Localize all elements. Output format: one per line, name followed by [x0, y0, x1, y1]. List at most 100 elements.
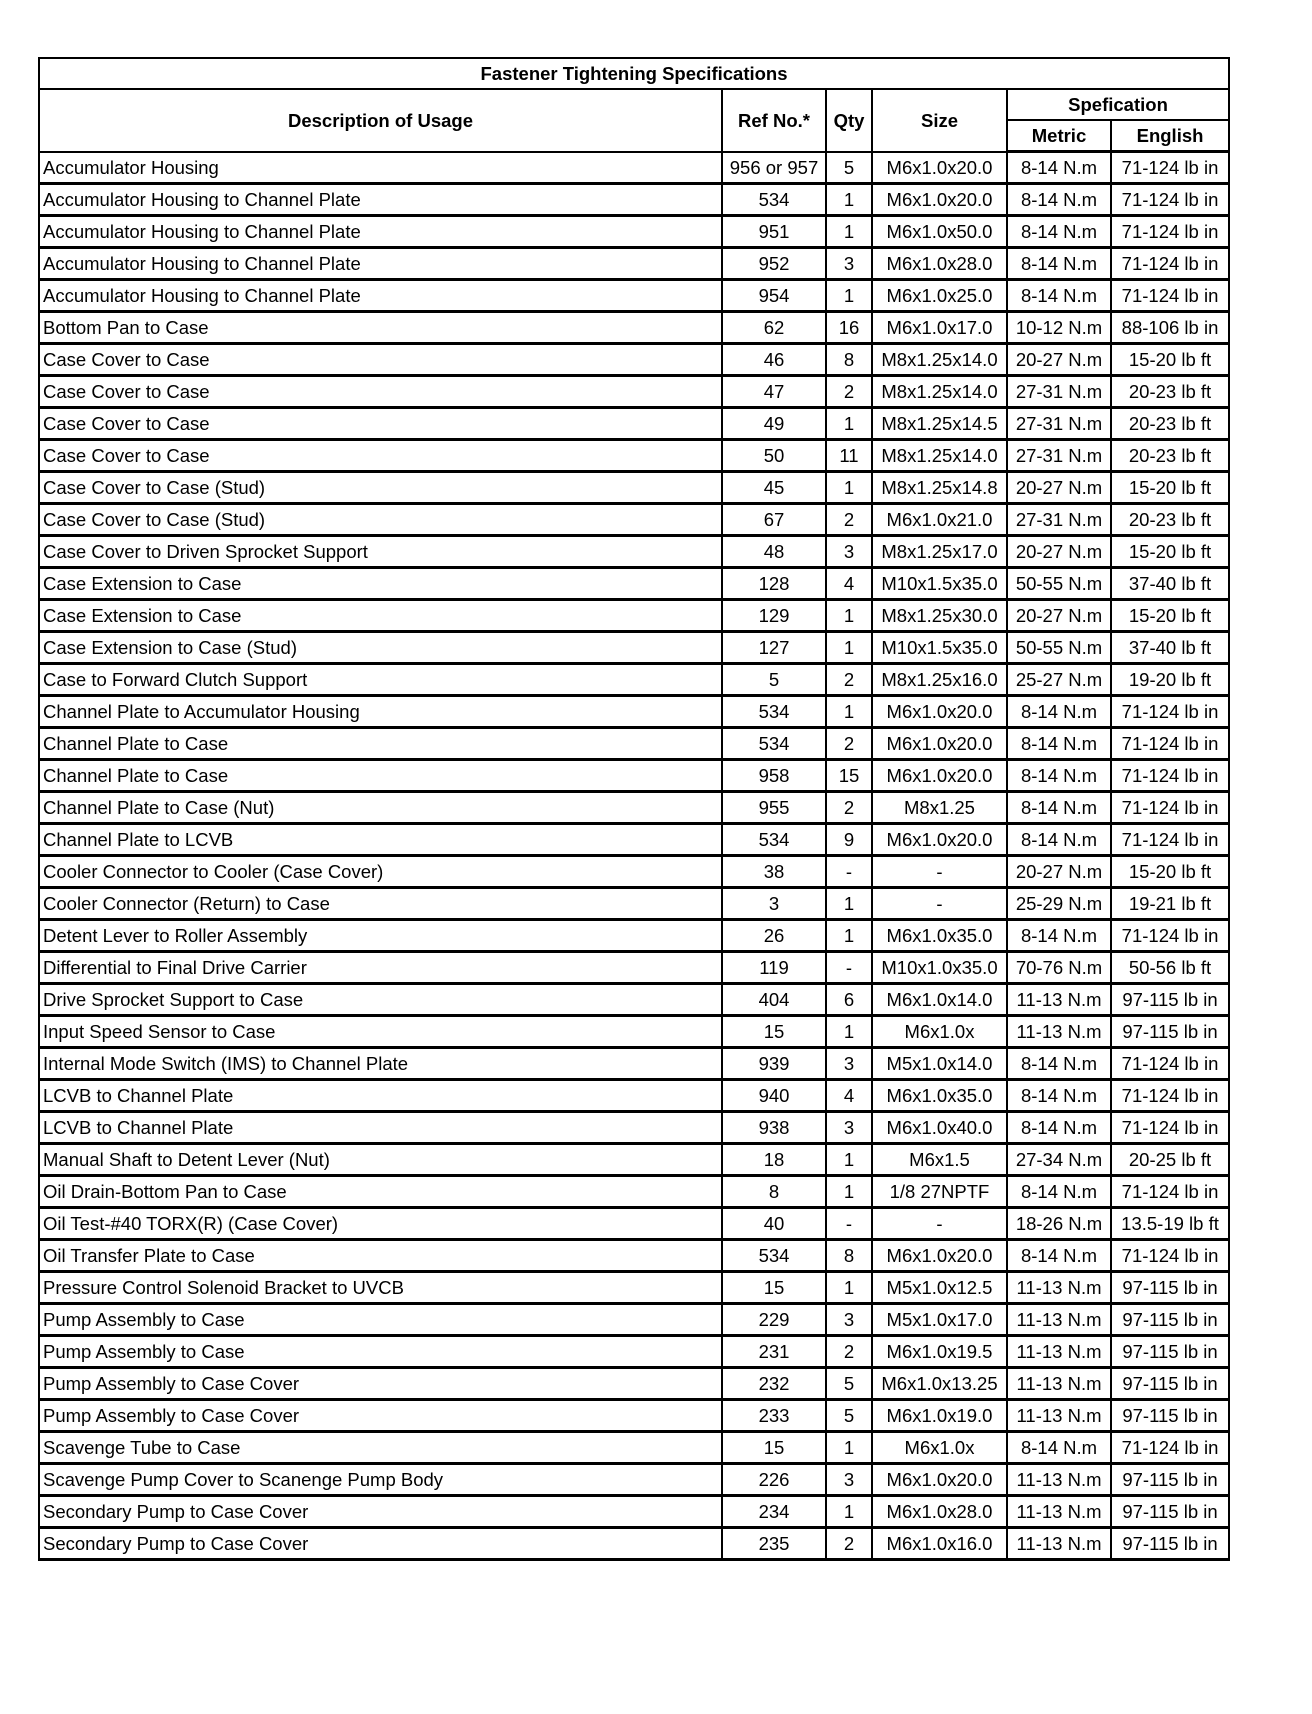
metric-cell: 25-27 N.m: [1006, 662, 1112, 697]
ref-cell: 956 or 957: [721, 150, 827, 185]
metric-cell: 8-14 N.m: [1006, 1110, 1112, 1145]
description-cell: LCVB to Channel Plate: [38, 1078, 723, 1113]
english-cell: 71-124 lb in: [1109, 1078, 1231, 1113]
description-cell: Channel Plate to Case: [38, 758, 723, 793]
description-cell: Scavenge Pump Cover to Scanenge Pump Bod…: [38, 1462, 723, 1497]
description-cell: Case Extension to Case: [38, 598, 723, 633]
qty-cell: 2: [825, 502, 873, 537]
metric-cell: 70-76 N.m: [1006, 950, 1112, 985]
english-cell: 37-40 lb ft: [1109, 630, 1231, 665]
description-cell: Accumulator Housing to Channel Plate: [38, 214, 723, 249]
ref-cell: 8: [721, 1174, 827, 1209]
ref-cell: 18: [721, 1142, 827, 1177]
description-cell: Input Speed Sensor to Case: [38, 1014, 723, 1049]
ref-cell: 534: [721, 694, 827, 729]
description-cell: Case Cover to Case (Stud): [38, 502, 723, 537]
metric-cell: 50-55 N.m: [1006, 630, 1112, 665]
table-row: Case Cover to Case 50 11 M8x1.25x14.0 27-31 …: [38, 438, 1231, 473]
table-row: Manual Shaft to Detent Lever (Nut) 18 1 M6x…: [38, 1142, 1231, 1177]
english-cell: 71-124 lb in: [1109, 1174, 1231, 1209]
size-cell: M6x1.0x21.0: [871, 502, 1008, 537]
size-cell: M8x1.25x14.0: [871, 374, 1008, 409]
english-cell: 71-124 lb in: [1109, 1046, 1231, 1081]
qty-cell: 2: [825, 1526, 873, 1561]
description-cell: Channel Plate to Case (Nut): [38, 790, 723, 825]
description-cell: Bottom Pan to Case: [38, 310, 723, 345]
table-row: Scavenge Tube to Case 15 1 M6x1.0x 8-14 N.m 7…: [38, 1430, 1231, 1465]
english-cell: 71-124 lb in: [1109, 1430, 1231, 1465]
ref-cell: 45: [721, 470, 827, 505]
size-cell: M6x1.0x28.0: [871, 1494, 1008, 1529]
description-cell: Oil Transfer Plate to Case: [38, 1238, 723, 1273]
ref-cell: 3: [721, 886, 827, 921]
metric-cell: 11-13 N.m: [1006, 1398, 1112, 1433]
table-row: Case Extension to Case (Stud) 127 1 M10x1.5…: [38, 630, 1231, 665]
english-cell: 20-23 lb ft: [1109, 374, 1231, 409]
metric-cell: 10-12 N.m: [1006, 310, 1112, 345]
english-cell: 88-106 lb in: [1109, 310, 1231, 345]
size-cell: M10x1.0x35.0: [871, 950, 1008, 985]
qty-cell: 2: [825, 1334, 873, 1369]
qty-cell: -: [825, 854, 873, 889]
size-cell: M5x1.0x12.5: [871, 1270, 1008, 1305]
ref-cell: 534: [721, 182, 827, 217]
ref-cell: 952: [721, 246, 827, 281]
table-row: Oil Drain-Bottom Pan to Case 8 1 1/8 27NPTF…: [38, 1174, 1231, 1209]
metric-cell: 8-14 N.m: [1006, 1078, 1112, 1113]
ref-cell: 534: [721, 822, 827, 857]
table-row: Pump Assembly to Case 231 2 M6x1.0x19.5 11-1…: [38, 1334, 1231, 1369]
metric-cell: 20-27 N.m: [1006, 854, 1112, 889]
table-row: Accumulator Housing to Channel Plate 534 1…: [38, 182, 1231, 217]
table-row: Accumulator Housing to Channel Plate 954 1…: [38, 278, 1231, 313]
english-cell: 97-115 lb in: [1109, 1270, 1231, 1305]
english-cell: 15-20 lb ft: [1109, 598, 1231, 633]
size-cell: M6x1.0x20.0: [871, 1462, 1008, 1497]
ref-cell: 938: [721, 1110, 827, 1145]
english-cell: 15-20 lb ft: [1109, 470, 1231, 505]
english-cell: 20-23 lb ft: [1109, 502, 1231, 537]
description-cell: Case Cover to Case: [38, 374, 723, 409]
size-cell: M6x1.0x20.0: [871, 694, 1008, 729]
description-cell: Oil Test-#40 TORX(R) (Case Cover): [38, 1206, 723, 1241]
english-cell: 71-124 lb in: [1109, 694, 1231, 729]
qty-cell: 3: [825, 1462, 873, 1497]
size-cell: -: [871, 886, 1008, 921]
table-row: Pressure Control Solenoid Bracket to UVC…: [38, 1270, 1231, 1305]
table-row: Accumulator Housing 956 or 957 5 M6x1.0x20.…: [38, 150, 1231, 185]
metric-cell: 20-27 N.m: [1006, 470, 1112, 505]
ref-cell: 939: [721, 1046, 827, 1081]
qty-cell: 1: [825, 1014, 873, 1049]
qty-cell: 1: [825, 886, 873, 921]
metric-cell: 11-13 N.m: [1006, 1526, 1112, 1561]
ref-cell: 226: [721, 1462, 827, 1497]
header-specification: Spefication: [1005, 88, 1231, 121]
size-cell: M6x1.0x20.0: [871, 726, 1008, 761]
table-row: Case Extension to Case 128 4 M10x1.5x35.0 50…: [38, 566, 1231, 601]
metric-cell: 11-13 N.m: [1006, 1334, 1112, 1369]
description-cell: Accumulator Housing to Channel Plate: [38, 182, 723, 217]
metric-cell: 8-14 N.m: [1006, 150, 1112, 185]
table-row: Pump Assembly to Case Cover 233 5 M6x1.0x19…: [38, 1398, 1231, 1433]
size-cell: M10x1.5x35.0: [871, 566, 1008, 601]
english-cell: 15-20 lb ft: [1109, 342, 1231, 377]
description-cell: Detent Lever to Roller Assembly: [38, 918, 723, 953]
english-cell: 71-124 lb in: [1109, 278, 1231, 313]
english-cell: 97-115 lb in: [1109, 1494, 1231, 1529]
english-cell: 71-124 lb in: [1109, 1238, 1231, 1273]
ref-cell: 40: [721, 1206, 827, 1241]
english-cell: 71-124 lb in: [1109, 1110, 1231, 1145]
metric-cell: 8-14 N.m: [1006, 214, 1112, 249]
table-row: Case Cover to Case 46 8 M8x1.25x14.0 20-27 N…: [38, 342, 1231, 377]
table-row: Scavenge Pump Cover to Scanenge Pump Bod…: [38, 1462, 1231, 1497]
metric-cell: 8-14 N.m: [1006, 918, 1112, 953]
size-cell: M8x1.25x16.0: [871, 662, 1008, 697]
description-cell: Secondary Pump to Case Cover: [38, 1494, 723, 1529]
size-cell: M8x1.25x14.0: [871, 342, 1008, 377]
size-cell: -: [871, 854, 1008, 889]
description-cell: Pump Assembly to Case: [38, 1334, 723, 1369]
header-qty: Qty: [825, 88, 873, 153]
description-cell: Channel Plate to LCVB: [38, 822, 723, 857]
description-cell: Case Cover to Case: [38, 342, 723, 377]
ref-cell: 232: [721, 1366, 827, 1401]
size-cell: M5x1.0x14.0: [871, 1046, 1008, 1081]
